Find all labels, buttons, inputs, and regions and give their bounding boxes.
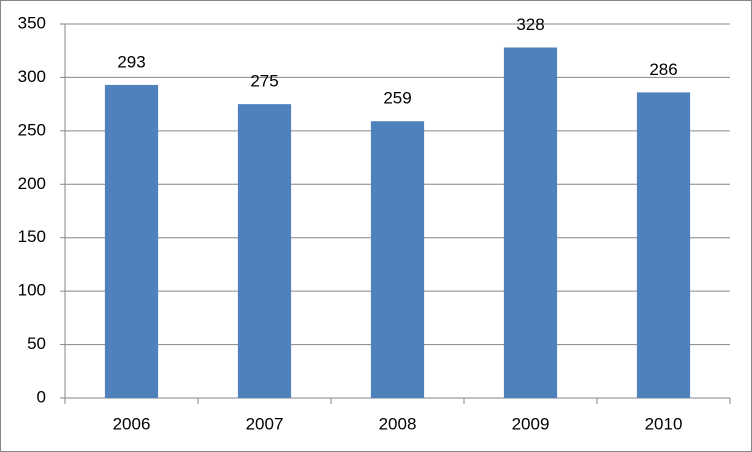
data-label: 293 (117, 52, 145, 71)
x-tick-label: 2006 (113, 414, 151, 433)
bar (370, 121, 425, 399)
data-label: 259 (383, 89, 411, 108)
y-tick-label: 150 (18, 227, 46, 246)
y-tick-label: 0 (37, 387, 46, 406)
data-label: 328 (516, 15, 544, 34)
bar (503, 47, 558, 398)
bar (636, 92, 691, 398)
data-label: 286 (649, 60, 677, 79)
data-label: 275 (250, 72, 278, 91)
x-tick-label: 2010 (645, 414, 683, 433)
y-tick-label: 300 (18, 67, 46, 86)
x-tick-label: 2007 (246, 414, 284, 433)
bar (237, 104, 292, 399)
y-tick-label: 100 (18, 281, 46, 300)
x-tick-label: 2009 (512, 414, 550, 433)
bar (104, 84, 159, 398)
y-tick-label: 200 (18, 174, 46, 193)
y-tick-label: 50 (27, 334, 46, 353)
y-tick-label: 250 (18, 120, 46, 139)
y-tick-label: 350 (18, 13, 46, 32)
x-tick-label: 2008 (379, 414, 417, 433)
